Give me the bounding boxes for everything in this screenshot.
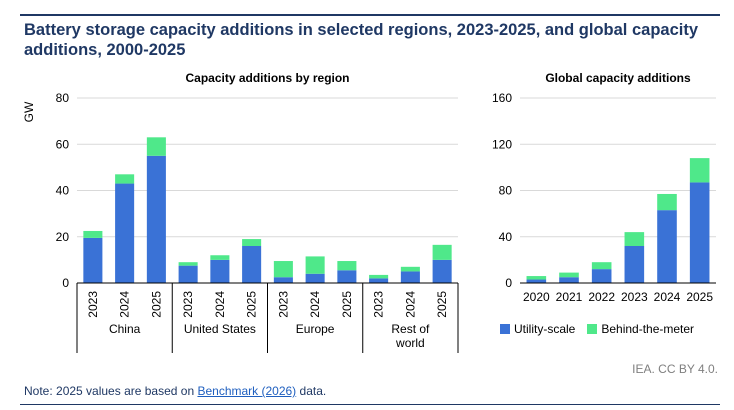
x-tick-label: 2024 bbox=[213, 291, 227, 318]
bar-btm bbox=[689, 158, 710, 183]
bar-utility bbox=[210, 259, 230, 283]
y-axis-label: GW bbox=[22, 101, 36, 122]
y-tick-label: 80 bbox=[56, 91, 70, 105]
bar-btm bbox=[210, 255, 230, 260]
bar-utility bbox=[624, 246, 645, 283]
y-tick-label: 40 bbox=[499, 230, 513, 244]
bar-utility bbox=[146, 155, 166, 283]
bar-utility bbox=[305, 273, 325, 283]
bar-btm bbox=[273, 261, 293, 278]
note: Note: 2025 values are based on Benchmark… bbox=[24, 384, 326, 398]
bar-utility bbox=[337, 270, 357, 283]
bar-btm bbox=[400, 266, 420, 272]
bar-utility bbox=[432, 259, 452, 283]
group-label: China bbox=[109, 322, 141, 336]
bar-btm bbox=[526, 276, 547, 280]
x-tick-label: 2025 bbox=[686, 290, 713, 304]
note-suffix: data. bbox=[296, 384, 327, 398]
note-prefix: Note: 2025 values are based on bbox=[24, 384, 198, 398]
bar-utility bbox=[559, 277, 579, 283]
y-tick-label: 80 bbox=[499, 184, 513, 198]
bar-utility bbox=[115, 183, 135, 283]
x-tick-label: 2023 bbox=[86, 291, 100, 318]
chart-title: Battery storage capacity additions in se… bbox=[24, 21, 699, 59]
bar-utility bbox=[657, 210, 677, 283]
bar-btm bbox=[337, 261, 357, 271]
legend: Utility-scale Behind-the-meter bbox=[500, 322, 706, 336]
x-tick-label: 2021 bbox=[556, 290, 583, 304]
bar-utility bbox=[400, 271, 420, 283]
y-tick-label: 0 bbox=[505, 276, 512, 290]
group-label: Europe bbox=[296, 322, 335, 336]
x-tick-label: 2025 bbox=[340, 291, 354, 318]
legend-swatch-utility bbox=[500, 324, 510, 334]
x-tick-label: 2020 bbox=[523, 290, 550, 304]
legend-swatch-btm bbox=[587, 324, 598, 334]
y-tick-label: 60 bbox=[56, 137, 70, 151]
y-tick-label: 120 bbox=[492, 137, 512, 151]
x-tick-label: 2025 bbox=[245, 291, 259, 318]
x-tick-label: 2024 bbox=[308, 291, 322, 318]
bar-utility bbox=[178, 265, 198, 283]
bar-btm bbox=[146, 137, 166, 156]
y-tick-label: 40 bbox=[56, 184, 70, 198]
legend-label-utility: Utility-scale bbox=[514, 322, 576, 336]
x-tick-label: 2024 bbox=[118, 291, 132, 318]
note-link[interactable]: Benchmark (2026) bbox=[197, 384, 297, 398]
legend-item-btm: Behind-the-meter bbox=[587, 322, 694, 336]
bar-btm bbox=[591, 262, 612, 270]
bar-btm bbox=[559, 272, 579, 278]
legend-item-utility: Utility-scale bbox=[500, 322, 575, 336]
bar-utility bbox=[526, 279, 547, 283]
bar-btm bbox=[432, 244, 452, 260]
group-label-line: Rest of bbox=[391, 322, 430, 336]
bar-utility bbox=[591, 269, 612, 283]
y-tick-label: 160 bbox=[492, 91, 512, 105]
x-tick-label: 2023 bbox=[181, 291, 195, 318]
x-tick-label: 2025 bbox=[149, 291, 163, 318]
group-label: Rest of world bbox=[391, 322, 430, 350]
panel-title-1: Global capacity additions bbox=[545, 71, 691, 85]
bar-btm bbox=[242, 239, 262, 246]
group-label: United States bbox=[184, 322, 256, 336]
bar-btm bbox=[657, 193, 677, 211]
x-tick-label: 2023 bbox=[372, 291, 386, 318]
panel-title-0: Capacity additions by region bbox=[185, 71, 349, 85]
bar-btm bbox=[624, 232, 645, 246]
bar-utility bbox=[83, 237, 103, 283]
bar-utility bbox=[242, 246, 262, 283]
bar-btm bbox=[369, 274, 389, 279]
bar-utility bbox=[689, 182, 710, 283]
bar-btm bbox=[83, 230, 103, 238]
x-tick-label: 2022 bbox=[588, 290, 615, 304]
bar-utility bbox=[273, 277, 293, 283]
x-tick-label: 2024 bbox=[654, 290, 681, 304]
group-label-line: world bbox=[395, 336, 425, 350]
y-tick-label: 20 bbox=[56, 230, 70, 244]
bar-btm bbox=[115, 174, 135, 184]
y-tick-label: 0 bbox=[62, 276, 69, 290]
x-tick-label: 2023 bbox=[621, 290, 648, 304]
bar-btm bbox=[178, 262, 198, 266]
x-tick-label: 2024 bbox=[403, 291, 417, 318]
bottom-rule bbox=[20, 404, 720, 405]
bar-btm bbox=[305, 256, 325, 274]
credit: IEA. CC BY 4.0. bbox=[632, 362, 718, 376]
bar-utility bbox=[369, 278, 389, 283]
x-tick-label: 2023 bbox=[276, 291, 290, 318]
top-rule bbox=[20, 14, 720, 16]
legend-label-btm: Behind-the-meter bbox=[601, 322, 695, 336]
x-tick-label: 2025 bbox=[435, 291, 449, 318]
